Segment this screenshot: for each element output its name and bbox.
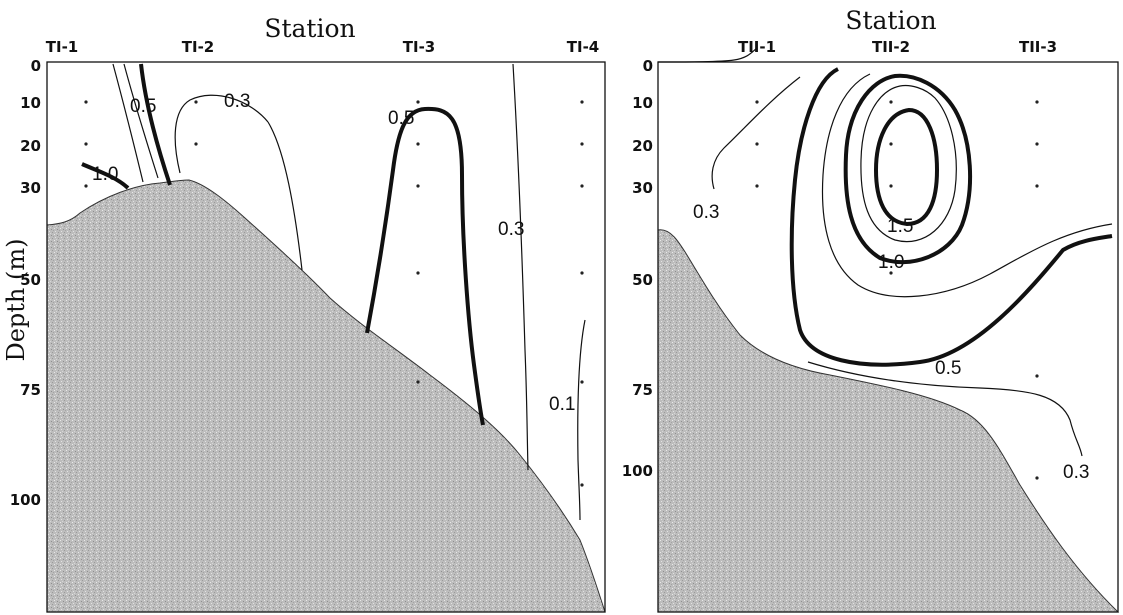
panel-ii-sample-points xyxy=(755,100,1039,480)
y-tick-label: 75 xyxy=(20,381,41,399)
contour-label: 1.0 xyxy=(878,252,904,273)
station-label: TII-1 xyxy=(738,38,776,56)
contour-label: 0.5 xyxy=(130,96,156,117)
contour-label: 0.5 xyxy=(388,108,414,129)
contour-line xyxy=(821,73,1113,298)
sample-point xyxy=(194,142,198,146)
seabed-profile xyxy=(46,179,606,613)
sample-point xyxy=(194,100,198,104)
contour-label: 0.3 xyxy=(498,219,524,240)
sample-point xyxy=(580,184,584,188)
sample-point xyxy=(889,142,893,146)
contour-line xyxy=(873,107,940,227)
sample-point xyxy=(416,380,420,384)
y-tick-label: 0 xyxy=(31,57,41,75)
sample-point xyxy=(889,184,893,188)
contour-line xyxy=(807,361,1083,457)
contour-line xyxy=(365,106,485,426)
panel-ii-title: Station xyxy=(845,6,936,35)
contour-label: 0.1 xyxy=(549,394,575,415)
sample-point xyxy=(889,100,893,104)
panel-i-sample-points xyxy=(84,100,584,487)
contour-line xyxy=(123,63,159,179)
y-tick-label: 50 xyxy=(632,271,653,289)
sample-point xyxy=(1035,476,1039,480)
contour-line xyxy=(843,73,973,265)
panel-i-frame xyxy=(46,61,606,613)
station-label: TI-3 xyxy=(403,38,435,56)
panel-ii-contours xyxy=(657,47,1113,457)
y-tick-label: 75 xyxy=(632,381,653,399)
y-tick-label: 10 xyxy=(20,94,41,112)
station-label: TI-2 xyxy=(182,38,214,56)
contour-line xyxy=(139,63,172,186)
contour-line xyxy=(174,94,269,174)
contour-label: 0.3 xyxy=(1063,462,1089,483)
sample-point xyxy=(84,100,88,104)
sample-point xyxy=(416,271,420,275)
sample-point xyxy=(84,184,88,188)
sample-point xyxy=(1035,184,1039,188)
y-tick-label: 0 xyxy=(643,57,653,75)
y-axis-label: Depth (m) xyxy=(2,238,30,361)
contour-label: 1.5 xyxy=(887,216,913,237)
panel-transect-ii: Station TII-1 TII-2 TII-3 0 10 20 30 50 … xyxy=(622,6,1120,613)
sample-point xyxy=(1035,100,1039,104)
sample-point xyxy=(755,100,759,104)
sample-point xyxy=(1035,374,1039,378)
contour-line xyxy=(512,63,529,471)
station-label: TI-1 xyxy=(46,38,78,56)
seabed-profile xyxy=(657,229,1120,613)
y-tick-label: 20 xyxy=(632,137,653,155)
y-tick-label: 30 xyxy=(632,179,653,197)
sample-point xyxy=(580,142,584,146)
y-tick-label: 100 xyxy=(10,491,41,509)
station-label: TII-2 xyxy=(872,38,910,56)
y-tick-label: 30 xyxy=(20,179,41,197)
sample-point xyxy=(755,184,759,188)
station-label: TI-4 xyxy=(567,38,599,56)
contour-label: 0.5 xyxy=(935,358,961,379)
y-tick-label: 100 xyxy=(622,462,653,480)
contour-line xyxy=(860,84,957,243)
contour-line xyxy=(112,63,144,183)
sample-point xyxy=(416,142,420,146)
y-tick-label: 20 xyxy=(20,137,41,155)
panel-ii-y-ticks: 0 10 20 30 50 75 100 xyxy=(622,57,653,480)
panel-i-contours xyxy=(81,63,586,521)
panel-ii-station-labels: TII-1 TII-2 TII-3 xyxy=(738,38,1057,56)
contour-line xyxy=(789,67,1113,367)
panel-ii-contour-labels: 0.3 1.5 1.0 0.5 0.3 xyxy=(693,202,1089,483)
sample-point xyxy=(580,483,584,487)
sample-point xyxy=(580,271,584,275)
y-tick-label: 50 xyxy=(20,271,41,289)
panel-i-station-labels: TI-1 TI-2 TI-3 TI-4 xyxy=(46,38,599,56)
panel-ii-frame xyxy=(657,61,1119,613)
sample-point xyxy=(580,100,584,104)
sample-point xyxy=(755,142,759,146)
sample-point xyxy=(84,142,88,146)
contour-label: 1.0 xyxy=(92,164,118,185)
sample-point xyxy=(416,184,420,188)
contour-label: 0.3 xyxy=(693,202,719,223)
panel-transect-i: Station TI-1 TI-2 TI-3 TI-4 0 10 20 30 5… xyxy=(10,14,606,613)
panel-i-title: Station xyxy=(264,14,355,43)
sample-point xyxy=(1035,142,1039,146)
sample-point xyxy=(889,271,893,275)
contour-line xyxy=(81,162,130,190)
station-label: TII-3 xyxy=(1019,38,1057,56)
contour-line xyxy=(577,319,586,521)
contour-label: 0.3 xyxy=(224,91,250,112)
panel-i-y-ticks: 0 10 20 30 50 75 100 xyxy=(10,57,41,509)
sample-point xyxy=(416,100,420,104)
panel-i-contour-labels: 0.5 0.3 1.0 0.5 0.3 0.1 xyxy=(92,91,575,415)
contour-line xyxy=(267,121,303,271)
contour-line xyxy=(711,76,801,190)
sample-point xyxy=(580,380,584,384)
y-tick-label: 10 xyxy=(632,94,653,112)
